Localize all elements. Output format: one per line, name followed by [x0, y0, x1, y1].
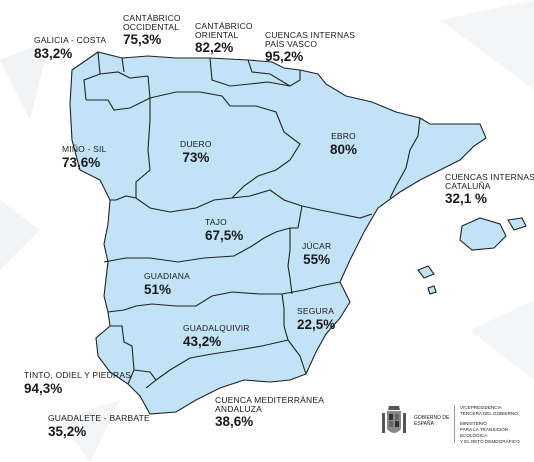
region-name: CUENCA MEDITERRÁNEA: [215, 395, 325, 405]
region-guadalquivir: GUADALQUIVIR 43,2%: [183, 324, 250, 348]
region-value: 83,2%: [34, 45, 73, 61]
vice-line: VICEPRESIDENCIA: [460, 405, 502, 410]
region-cuenca-mediterranea-andaluza: CUENCA MEDITERRÁNEA ANDALUZA 38,6%: [215, 396, 324, 429]
region-name: CUENCAS INTERNAS: [445, 172, 534, 182]
ministry-line: MINISTERIO: [460, 421, 487, 427]
region-cantabrico-oriental: CANTÁBRICO ORIENTAL 82,2%: [195, 22, 253, 55]
island-formentera: [427, 285, 437, 295]
region-name: MIÑO - SIL: [62, 144, 107, 154]
region-value: 80%: [330, 141, 358, 157]
region-value: 67,5%: [205, 227, 244, 243]
region-name: JÚCAR: [302, 241, 332, 251]
gobierno-label: GOBIERNO DE ESPAÑA: [414, 415, 450, 427]
region-jucar: JÚCAR 55%: [302, 242, 331, 266]
region-name: GALICIA - COSTA: [34, 35, 107, 45]
region-tajo: TAJO 67,5%: [205, 218, 243, 242]
region-guadiana: GUADIANA 51%: [144, 272, 190, 296]
region-duero: DUERO 73%: [180, 140, 212, 164]
region-name: GUADALQUIVIR: [183, 323, 250, 333]
region-name: TAJO: [205, 217, 227, 227]
region-value: 38,6%: [215, 414, 254, 429]
region-value: 95,2%: [265, 49, 304, 64]
ministry-line: Y EL RETO DEMOGRÁFICO: [460, 438, 520, 444]
logo-divider: [454, 405, 455, 443]
region-name: DUERO: [180, 139, 212, 149]
region-value: 55%: [303, 251, 331, 267]
region-cuencas-internas-pais-vasco: CUENCAS INTERNAS PAÍS VASCO 95,2%: [265, 31, 355, 64]
region-cuencas-internas-cataluna: CUENCAS INTERNAS CATALUÑA 32,1 %: [445, 173, 534, 206]
region-galicia-costa: GALICIA - COSTA 83,2%: [34, 36, 106, 60]
mainland-outline: [69, 51, 487, 415]
region-name: ANDALUZA: [215, 403, 262, 414]
ministry-text: VICEPRESIDENCIA TERCERA DEL GOBIERNO MIN…: [460, 405, 532, 444]
region-cantabrico-occidental: CANTÁBRICO OCCIDENTAL 75,3%: [123, 14, 181, 47]
region-value: 32,1 %: [445, 191, 488, 206]
region-name: SEGURA: [297, 306, 335, 316]
region-value: 35,2%: [48, 423, 87, 439]
region-name: CUENCAS INTERNAS: [265, 30, 356, 40]
region-value: 94,3%: [24, 380, 63, 396]
region-name: TINTO, ODIEL Y PIEDRAS: [24, 370, 132, 380]
island-mallorca: [459, 217, 507, 251]
island-menorca: [507, 217, 527, 231]
region-name: PAÍS VASCO: [265, 38, 318, 49]
region-value: 73,6%: [62, 154, 101, 170]
region-name: GUADALETE - BARBATE: [48, 413, 150, 423]
region-name: CATALUÑA: [445, 180, 491, 191]
region-name: CANTÁBRICO: [195, 21, 253, 31]
government-logo-block: GOBIERNO DE ESPAÑA VICEPRESIDENCIA TERCE…: [380, 401, 530, 449]
region-value: 75,3%: [123, 32, 162, 47]
region-segura: SEGURA 22,5%: [297, 307, 335, 331]
island-ibiza: [417, 265, 435, 279]
region-value: 51%: [144, 281, 172, 297]
region-name: EBRO: [331, 131, 356, 141]
region-ebro: EBRO 80%: [330, 132, 357, 156]
vice-line: TERCERA DEL GOBIERNO: [460, 410, 518, 416]
region-value: 43,2%: [183, 333, 222, 349]
region-value: 82,2%: [195, 40, 234, 55]
region-value: 73%: [182, 149, 210, 165]
region-tinto-odiel-piedras: TINTO, ODIEL Y PIEDRAS 94,3%: [24, 371, 131, 395]
ministry-line: PARA LA TRANSICIÓN ECOLÓGICA: [460, 427, 509, 438]
region-name: CANTÁBRICO: [123, 13, 181, 23]
region-name: ORIENTAL: [195, 29, 239, 40]
region-mino-sil: MIÑO - SIL 73,6%: [62, 145, 107, 169]
region-guadalete-barbate: GUADALETE - BARBATE 35,2%: [48, 414, 150, 438]
region-name: OCCIDENTAL: [123, 21, 180, 32]
region-value: 22,5%: [297, 316, 336, 332]
region-name: GUADIANA: [144, 271, 190, 281]
coat-of-arms-icon: [382, 406, 406, 433]
